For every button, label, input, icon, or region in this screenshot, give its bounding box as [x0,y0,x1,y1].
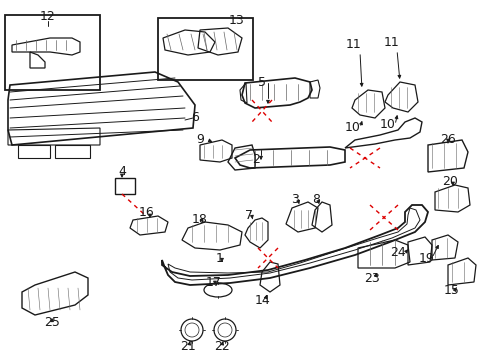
Text: 22: 22 [214,339,229,352]
Text: 1: 1 [216,252,224,265]
Text: 24: 24 [389,247,405,260]
Text: 11: 11 [384,36,399,49]
Text: 11: 11 [346,39,361,51]
Text: 13: 13 [229,13,244,27]
Text: 14: 14 [255,293,270,306]
Text: 12: 12 [40,10,56,23]
Bar [158,18,252,80]
Text: 19: 19 [418,252,434,265]
Text: 21: 21 [180,339,196,352]
Text: 15: 15 [443,284,459,297]
Text: 9: 9 [196,134,203,147]
Text: 18: 18 [192,213,207,226]
Text: 16: 16 [139,207,155,220]
Text: 8: 8 [311,193,319,207]
Text: 6: 6 [191,112,199,125]
Text: 10: 10 [345,121,360,135]
Text: 10: 10 [379,118,395,131]
Text: 25: 25 [44,316,60,329]
Bar [115,178,135,194]
Text: 5: 5 [258,77,265,90]
Text: 3: 3 [290,193,298,207]
Text: 23: 23 [364,271,379,284]
Text: 17: 17 [205,276,222,289]
Text: 2: 2 [251,153,260,166]
Text: 7: 7 [244,210,252,222]
Bar [5,15,100,90]
Text: 20: 20 [441,175,457,189]
Text: 4: 4 [118,166,126,179]
Text: 26: 26 [439,134,455,147]
